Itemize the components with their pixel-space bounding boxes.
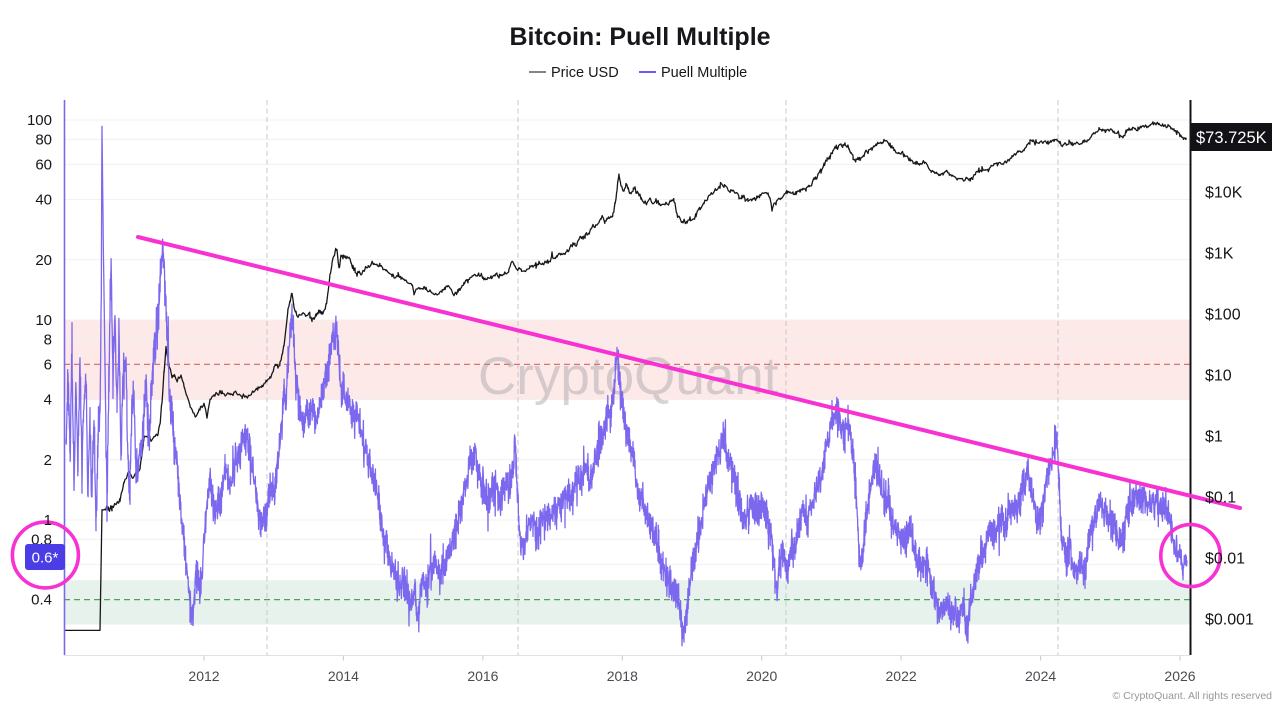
svg-text:2024: 2024: [1025, 668, 1056, 684]
svg-text:$73.725K: $73.725K: [1196, 129, 1267, 147]
svg-text:100: 100: [27, 112, 52, 129]
svg-text:$100: $100: [1205, 307, 1241, 324]
svg-text:2012: 2012: [188, 668, 219, 684]
svg-text:2018: 2018: [607, 668, 638, 684]
svg-text:Bitcoin: Puell Multiple: Bitcoin: Puell Multiple: [509, 23, 770, 51]
svg-text:1: 1: [44, 512, 52, 529]
svg-text:2014: 2014: [328, 668, 359, 684]
svg-text:$10K: $10K: [1205, 185, 1243, 202]
svg-text:2022: 2022: [886, 668, 917, 684]
svg-text:Price USD: Price USD: [551, 65, 619, 81]
svg-text:$10: $10: [1205, 368, 1232, 385]
svg-text:$0.1: $0.1: [1205, 490, 1236, 507]
svg-text:2020: 2020: [746, 668, 777, 684]
svg-text:10: 10: [35, 312, 52, 329]
svg-text:© CryptoQuant. All rights rese: © CryptoQuant. All rights reserved: [1113, 690, 1273, 702]
svg-text:4: 4: [44, 392, 52, 409]
svg-text:$1K: $1K: [1205, 246, 1234, 263]
svg-text:$0.01: $0.01: [1205, 551, 1245, 568]
svg-text:2026: 2026: [1164, 668, 1195, 684]
svg-text:20: 20: [35, 252, 52, 269]
svg-text:60: 60: [35, 156, 52, 173]
svg-text:80: 80: [35, 131, 52, 148]
svg-text:2016: 2016: [467, 668, 498, 684]
svg-text:$0.001: $0.001: [1205, 612, 1254, 629]
svg-text:0.4: 0.4: [31, 592, 52, 609]
svg-text:Puell Multiple: Puell Multiple: [661, 65, 747, 81]
svg-text:8: 8: [44, 331, 52, 348]
svg-text:40: 40: [35, 192, 52, 209]
svg-text:0.6*: 0.6*: [32, 550, 59, 567]
svg-text:6: 6: [44, 356, 52, 373]
svg-text:$1: $1: [1205, 429, 1223, 446]
svg-text:2: 2: [44, 452, 52, 469]
